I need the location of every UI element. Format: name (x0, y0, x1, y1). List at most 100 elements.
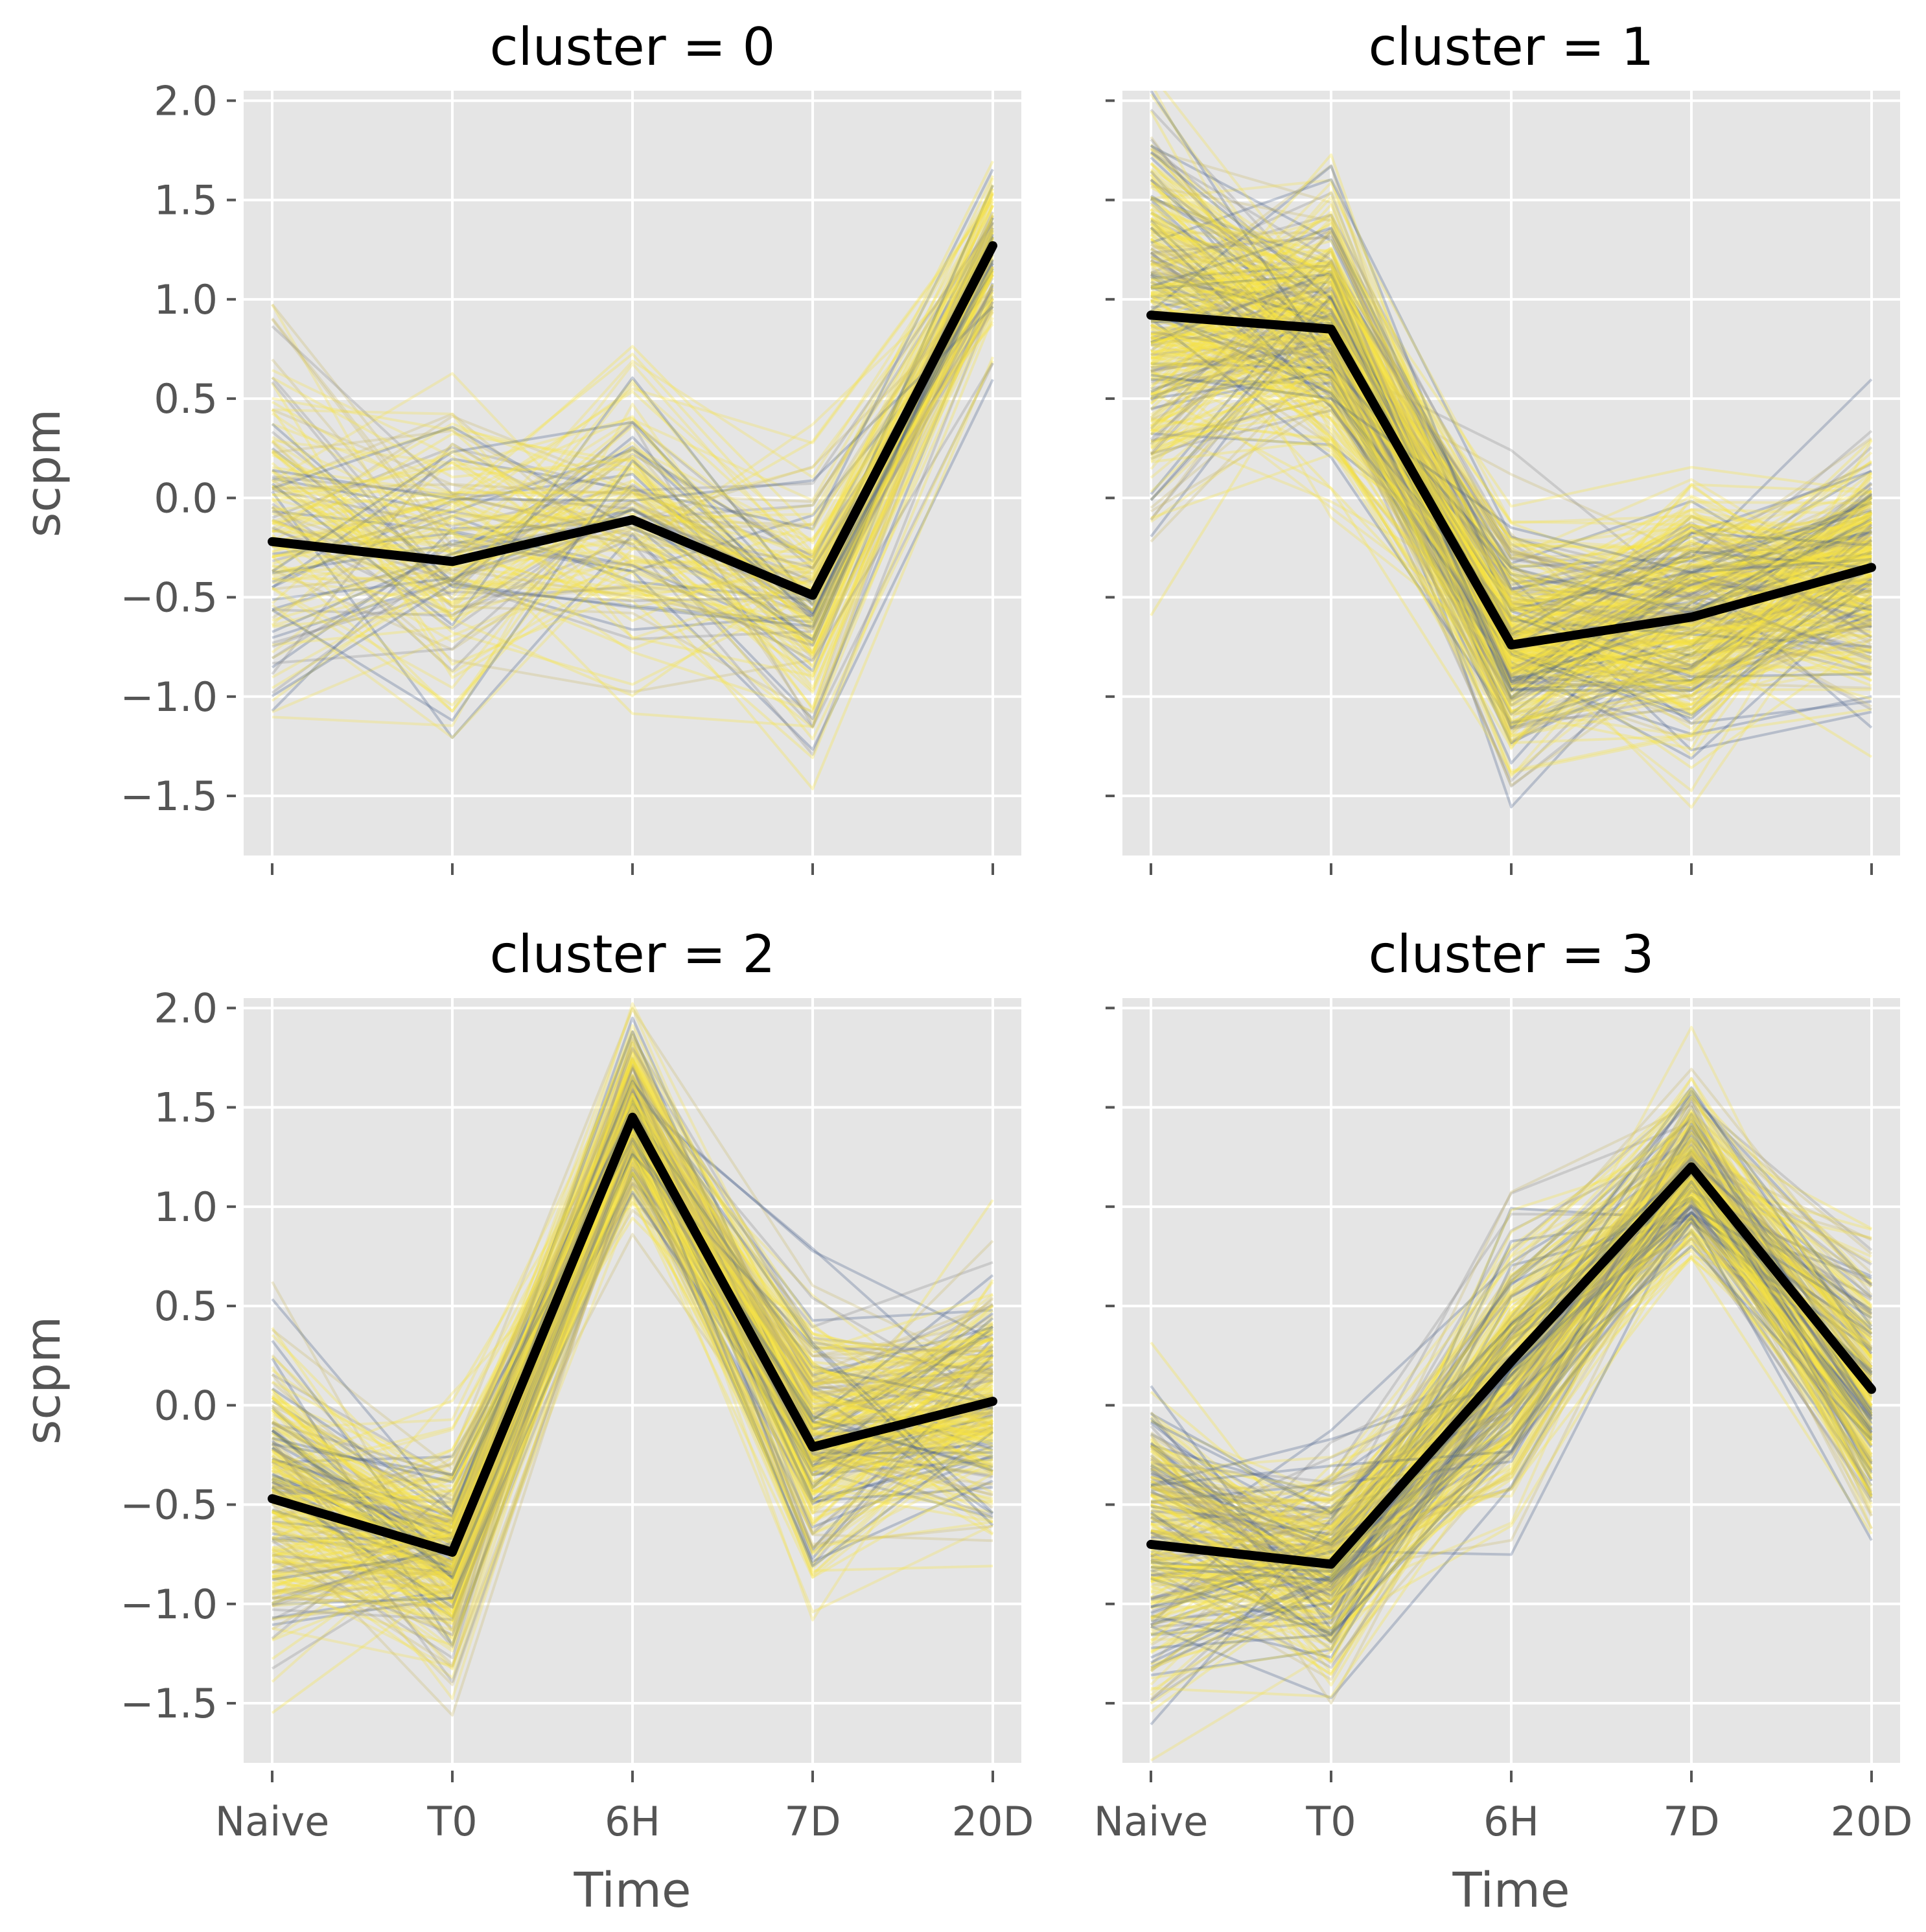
profile-line (272, 1144, 994, 1505)
profile-line (1150, 1168, 1873, 1673)
y-tick-label: −0.5 (120, 574, 218, 622)
profile-line (271, 275, 994, 679)
profile-line (1150, 1150, 1873, 1600)
profile-line (272, 193, 994, 646)
y-tick-label: 1.0 (154, 276, 218, 323)
profile-line (1150, 211, 1872, 729)
profile-line (1150, 428, 1872, 706)
profile-line (1150, 1119, 1873, 1502)
profile-line (271, 215, 994, 714)
profile-line (1150, 338, 1873, 587)
profile-line (1150, 326, 1872, 608)
profile-line (272, 274, 994, 631)
profile-line (1150, 325, 1872, 788)
profile-line (272, 1200, 993, 1668)
profile-line (272, 1135, 993, 1588)
y-tick-label: −0.5 (120, 1482, 218, 1529)
profile-line (1150, 1095, 1873, 1563)
profile-line (1150, 229, 1873, 662)
profile-line (1150, 351, 1872, 725)
profile-line (271, 1075, 993, 1521)
x-axis-title: Time (573, 1863, 691, 1918)
profile-line (271, 233, 994, 647)
profile-line (272, 267, 994, 629)
profile-line (1150, 218, 1872, 679)
profile-line (1150, 185, 1872, 691)
profile-line (271, 1178, 993, 1668)
profile-line (1150, 1194, 1873, 1613)
profile-line (1150, 296, 1873, 727)
profile-line (1150, 152, 1872, 673)
profile-line (1150, 1131, 1872, 1578)
profile-line (271, 227, 994, 566)
profile-lines (271, 160, 994, 791)
profile-line (272, 175, 994, 565)
profile-line (1150, 1196, 1873, 1595)
profile-line (272, 1148, 994, 1607)
profile-line (1150, 217, 1872, 727)
profile-line (1150, 370, 1872, 657)
profile-line (272, 250, 994, 644)
profile-line (1150, 327, 1873, 730)
profile-line (271, 183, 994, 605)
profile-line (1150, 237, 1872, 726)
profile-line (1150, 332, 1872, 683)
profile-line (272, 1063, 993, 1574)
profile-line (272, 292, 994, 690)
profile-line (272, 1110, 993, 1503)
profile-line (271, 1095, 993, 1585)
profile-line (272, 356, 994, 791)
profile-line (1150, 226, 1872, 590)
profile-line (271, 1188, 993, 1660)
profile-line (272, 1081, 994, 1522)
profile-line (1150, 337, 1873, 792)
profile-line (1150, 390, 1872, 660)
profile-line (1150, 1155, 1873, 1577)
profile-line (1150, 251, 1873, 701)
profile-line (271, 1132, 993, 1583)
profile-line (272, 266, 994, 610)
profile-line (1150, 1186, 1873, 1631)
profile-line (272, 1109, 994, 1526)
profile-line (272, 1145, 993, 1607)
profile-line (272, 270, 994, 572)
profile-line (1150, 195, 1873, 684)
profile-line (271, 1128, 993, 1572)
profile-line (1150, 1150, 1873, 1559)
profile-line (272, 1079, 993, 1606)
profile-line (1150, 283, 1873, 676)
profile-line (272, 1105, 993, 1569)
profile-line (271, 169, 994, 589)
profile-line (1150, 1157, 1873, 1546)
profile-line (1150, 273, 1872, 693)
profile-line (1150, 251, 1872, 605)
y-tick-label: 2.0 (154, 984, 218, 1032)
profile-line (272, 1061, 993, 1534)
profile-line (272, 1047, 993, 1574)
profile-line (1150, 1167, 1873, 1671)
profile-line (1150, 1159, 1873, 1583)
profile-line (1150, 318, 1873, 725)
profile-line (1150, 274, 1872, 627)
profile-line (1150, 310, 1872, 591)
profile-line (1150, 1088, 1873, 1635)
profile-line (1150, 1137, 1873, 1577)
profile-line (1150, 216, 1872, 550)
profile-line (1150, 1143, 1873, 1601)
profile-line (1150, 1209, 1873, 1636)
profile-line (272, 1175, 993, 1591)
profile-line (1150, 280, 1872, 809)
profile-line (1150, 332, 1873, 730)
profile-line (1150, 263, 1873, 715)
profile-line (272, 298, 994, 678)
profile-line (1150, 1189, 1873, 1551)
profile-line (1150, 283, 1872, 653)
profile-line (1150, 1177, 1872, 1543)
y-tick-label: −1.0 (120, 673, 218, 721)
panel-title: cluster = 0 (490, 17, 776, 77)
profile-line (272, 1058, 993, 1528)
profile-line (1150, 214, 1872, 702)
profile-line (272, 1192, 993, 1620)
profile-line (1150, 305, 1872, 593)
profile-line (1150, 1176, 1873, 1563)
